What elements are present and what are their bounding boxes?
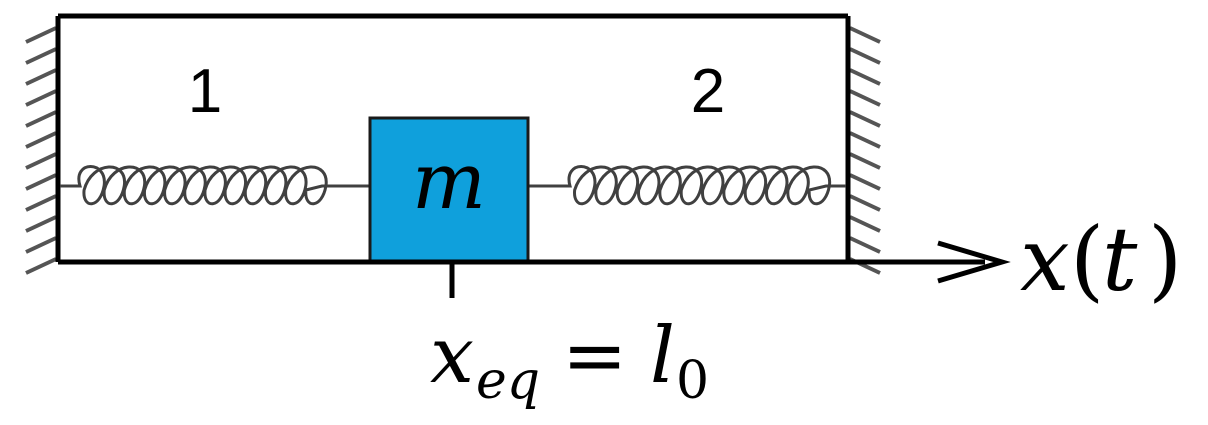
axis-label: x ( t ) — [1020, 208, 1182, 311]
spring-2-label: 2 — [691, 57, 725, 126]
spring-coil — [528, 165, 846, 206]
hatch-line — [849, 236, 881, 254]
hatch-line — [849, 47, 881, 65]
hatch-line — [849, 131, 881, 149]
hatch-line — [25, 26, 57, 44]
hatch-line — [25, 110, 57, 128]
spring-2 — [528, 165, 846, 206]
hatch-line — [25, 152, 57, 170]
hatch-line — [849, 152, 881, 170]
axis-label-open-paren: ( — [1070, 208, 1104, 311]
hatch-line — [849, 26, 881, 44]
hatch-line — [25, 257, 57, 275]
spring-1-label: 1 — [188, 57, 222, 126]
hatch-line — [849, 173, 881, 191]
axis-label-close-paren: ) — [1148, 208, 1182, 311]
hatch-line — [849, 68, 881, 86]
axis-label-var: x — [1020, 208, 1070, 311]
eq-label-rhs-subscript: 0 — [676, 351, 709, 411]
hatch-line — [25, 173, 57, 191]
spring-coil — [60, 165, 370, 206]
hatch-line — [849, 194, 881, 212]
eq-label-subscript: eq — [476, 351, 540, 411]
equilibrium-label: x eq = l 0 — [430, 311, 709, 411]
hatch-line — [25, 47, 57, 65]
eq-label-equals: = — [562, 311, 627, 401]
eq-label-var: x — [430, 311, 474, 401]
hatch-line — [25, 236, 57, 254]
mass-label: m — [412, 137, 486, 227]
hatch-line — [25, 131, 57, 149]
eq-label-rhs: l — [650, 311, 675, 401]
mass-block — [368, 116, 530, 264]
hatch-line — [25, 89, 57, 107]
x-axis-arrowhead — [937, 240, 1011, 284]
left-wall-hatch — [25, 26, 57, 275]
axis-label-arg: t — [1102, 208, 1138, 311]
hatch-line — [25, 68, 57, 86]
hatch-line — [25, 215, 57, 233]
hatch-line — [25, 194, 57, 212]
hatch-line — [849, 89, 881, 107]
hatch-line — [849, 110, 881, 128]
hatch-line — [849, 215, 881, 233]
spring-1 — [60, 165, 370, 206]
right-wall-hatch — [849, 26, 881, 275]
